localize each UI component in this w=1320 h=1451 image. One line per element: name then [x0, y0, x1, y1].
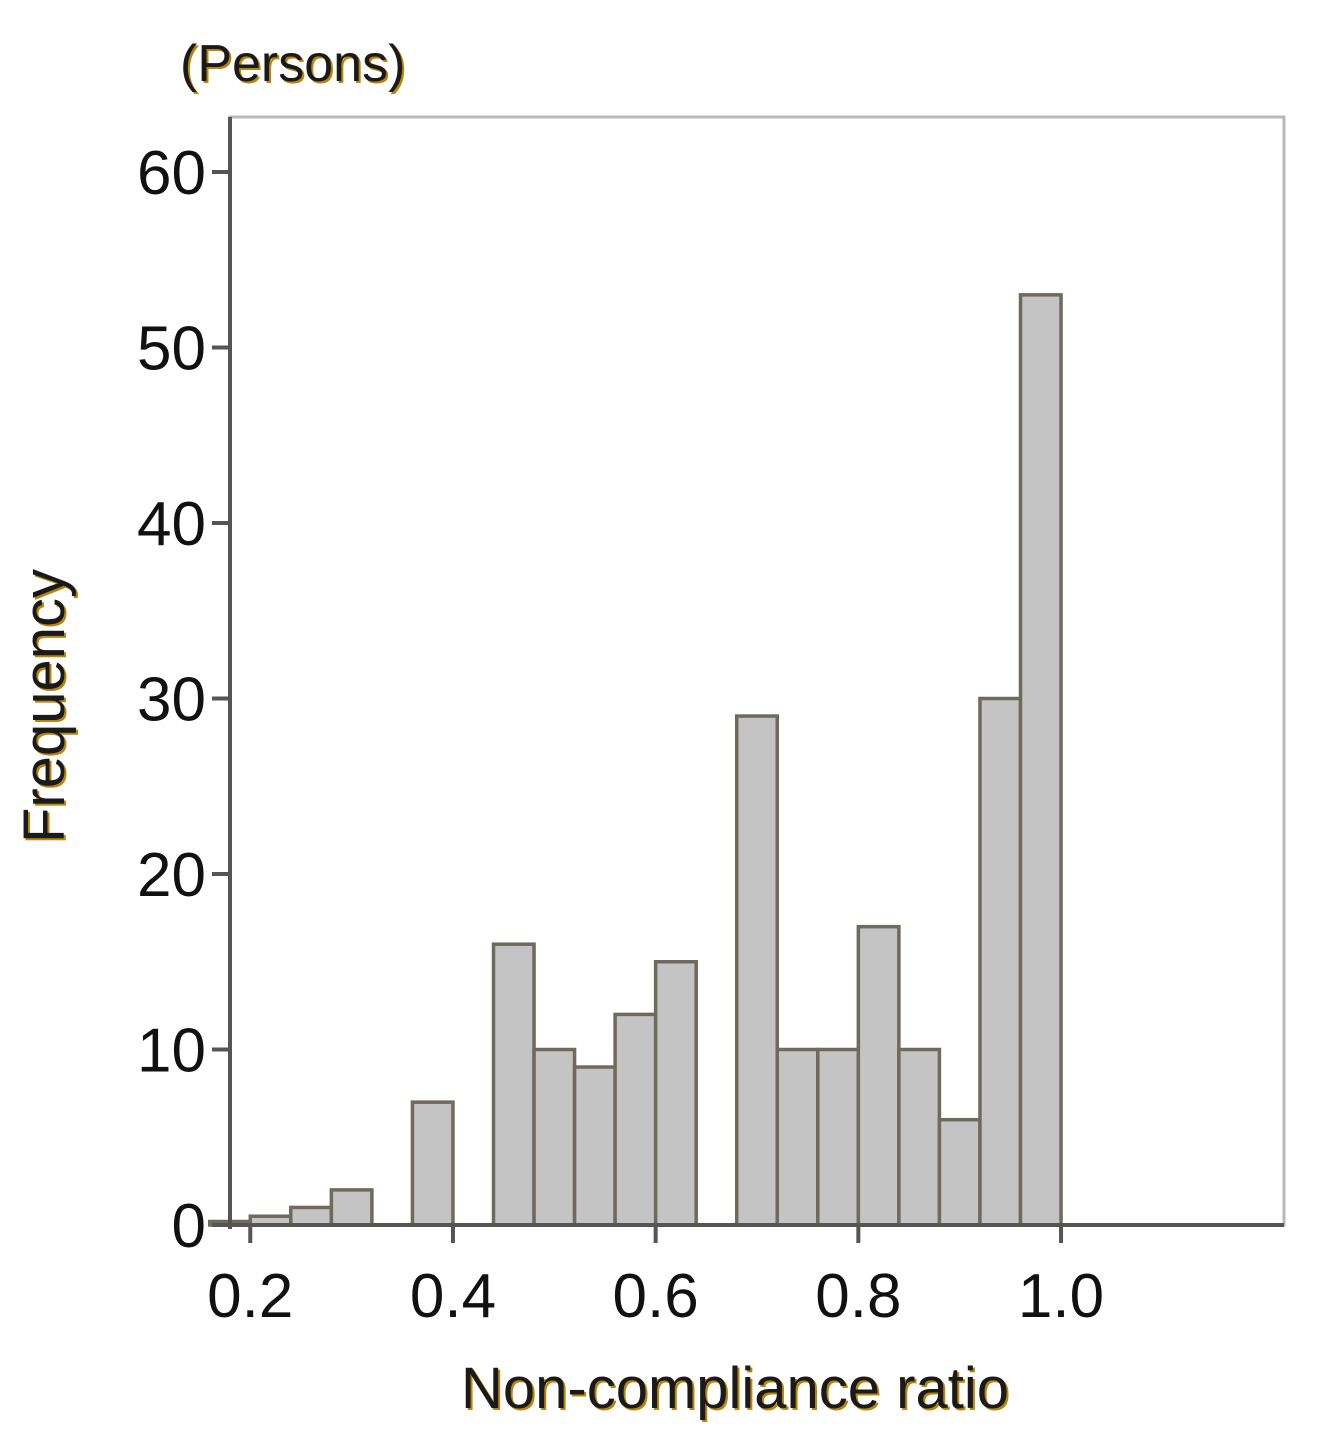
y-tick-label: 20 — [137, 841, 206, 910]
x-tick-label: 0.6 — [613, 1262, 699, 1331]
x-axis-title: Non-compliance ratio — [461, 1356, 1009, 1421]
bars-group — [207, 293, 1063, 1227]
x-axis-title-shadow: Non-compliance ratio — [463, 1358, 1011, 1423]
unit-label: (Persons) — [180, 35, 405, 93]
histogram-bar — [897, 1047, 942, 1227]
y-tick-label: 40 — [137, 490, 206, 559]
y-tick-label: 30 — [137, 666, 206, 735]
y-axis-title-shadow: Frequency — [14, 571, 79, 845]
histogram-bar — [937, 1117, 982, 1227]
histogram-bar — [329, 1188, 374, 1227]
histogram-bar — [491, 942, 536, 1227]
y-tick-label: 0 — [172, 1192, 206, 1261]
histogram-bar — [289, 1205, 334, 1227]
histogram-bar — [734, 714, 780, 1227]
unit-label-shadow: (Persons) — [182, 37, 407, 95]
y-tick-label: 60 — [137, 139, 206, 208]
x-tick-label: 1.0 — [1018, 1262, 1104, 1331]
y-tick-label: 10 — [137, 1017, 206, 1086]
histogram-bar — [410, 1100, 455, 1227]
x-tick-label: 0.4 — [410, 1262, 496, 1331]
histogram-bar — [1018, 293, 1063, 1227]
histogram-bar — [856, 924, 901, 1227]
x-tick-label: 0.2 — [207, 1262, 293, 1331]
histogram-bar — [572, 1065, 617, 1227]
histogram-bar — [532, 1047, 577, 1227]
histogram-bar — [978, 696, 1023, 1227]
histogram-bar — [816, 1047, 861, 1227]
x-tick-label: 0.8 — [815, 1262, 901, 1331]
histogram-bar — [775, 1047, 820, 1227]
y-tick-label: 50 — [137, 315, 206, 384]
histogram-bar — [653, 960, 698, 1227]
histogram-bar — [613, 1012, 658, 1227]
y-axis-title: Frequency — [12, 569, 77, 843]
